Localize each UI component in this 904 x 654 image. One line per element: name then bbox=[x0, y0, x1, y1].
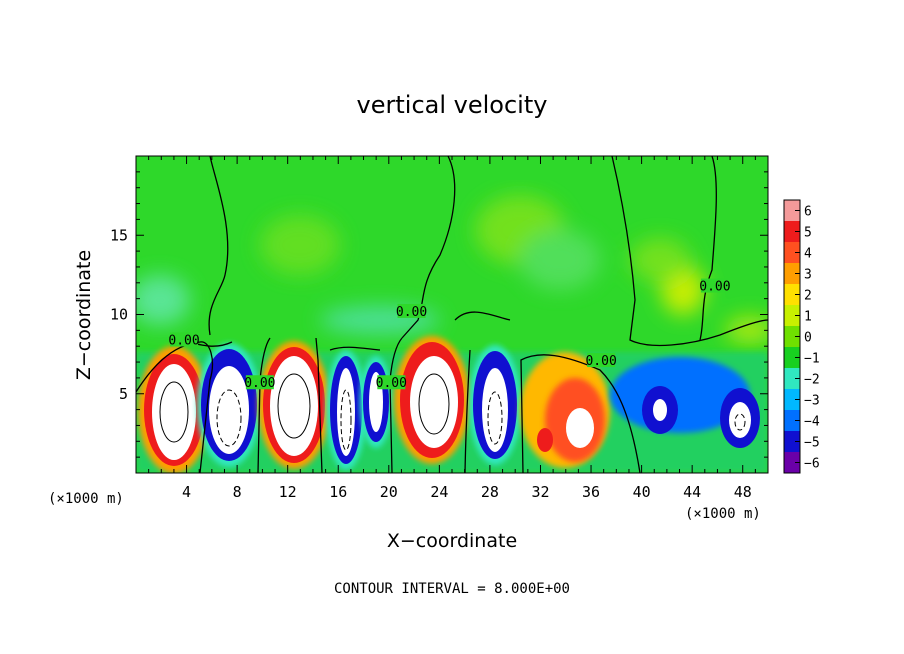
x-tick-label: 4 bbox=[182, 483, 191, 501]
contour-label-bg bbox=[397, 303, 426, 318]
up-cell-4 bbox=[520, 352, 610, 468]
x-tick-label: 48 bbox=[734, 483, 752, 501]
colorbar-tick-label: −1 bbox=[804, 352, 820, 367]
contour-label-bg bbox=[245, 375, 274, 390]
colorbar-tick-label: −2 bbox=[804, 373, 820, 388]
colorbar-tick-label: 6 bbox=[804, 205, 812, 220]
colorbar-tick-label: −6 bbox=[804, 457, 820, 472]
contour-label: 0.00 bbox=[244, 376, 275, 391]
contour-label: 0.00 bbox=[585, 354, 616, 369]
up-cell-2 bbox=[258, 341, 330, 469]
colorbar-swatch bbox=[784, 368, 800, 390]
x-tick-label: 32 bbox=[531, 483, 549, 501]
colorbar-tick-label: 2 bbox=[804, 289, 812, 304]
plot-area: 0.00 0.00 0.00 0.00 0.00 0.00 bbox=[136, 156, 768, 473]
contour-label: 0.00 bbox=[699, 280, 730, 295]
colorbar-swatch bbox=[784, 410, 800, 432]
contour-label: 0.00 bbox=[396, 305, 427, 320]
negative-contours bbox=[216, 389, 746, 451]
x-unit-label-right: (×1000 m) bbox=[685, 506, 761, 522]
x-tick-label: 40 bbox=[633, 483, 651, 501]
down-cell-3 bbox=[360, 356, 392, 448]
contour-label: 0.00 bbox=[168, 333, 199, 348]
colorbar-tick-label: 5 bbox=[804, 226, 812, 241]
colorbar-swatch bbox=[784, 284, 800, 306]
down-region bbox=[610, 357, 760, 448]
contour-label-bg bbox=[170, 332, 199, 347]
colorbar-tick-label: 1 bbox=[804, 310, 812, 325]
y-axis-label: Z−coordinate bbox=[73, 250, 95, 380]
colorbar-swatch bbox=[784, 221, 800, 243]
colorbar-swatch bbox=[784, 389, 800, 411]
colorbar-tick-label: 3 bbox=[804, 268, 812, 283]
x-unit-label-left: (×1000 m) bbox=[48, 491, 124, 507]
x-tick-label: 36 bbox=[582, 483, 600, 501]
y-tick-label: 15 bbox=[110, 226, 128, 244]
y-tick-label: 5 bbox=[119, 385, 128, 403]
down-cell-1 bbox=[197, 343, 261, 467]
colorbar-tick-label: −5 bbox=[804, 436, 820, 451]
contour-label-bg bbox=[377, 375, 406, 390]
x-tick-label: 28 bbox=[481, 483, 499, 501]
contour-label-bg bbox=[700, 278, 729, 293]
x-axis-label: X−coordinate bbox=[387, 530, 517, 552]
colorbar: 6 5 4 3 2 1 0 −1 −2 −3 −4 −5 −6 bbox=[783, 199, 820, 474]
colorbar-tick-label: 0 bbox=[804, 331, 812, 346]
x-tick-label: 8 bbox=[233, 483, 242, 501]
down-cell-2 bbox=[326, 350, 366, 470]
x-tick-label: 44 bbox=[683, 483, 701, 501]
up-cell-3 bbox=[394, 336, 470, 464]
contour-interval-footer: CONTOUR INTERVAL = 8.000E+00 bbox=[334, 581, 570, 597]
colorbar-tick-label: −4 bbox=[804, 415, 820, 430]
colorbar-swatch bbox=[784, 242, 800, 264]
colorbar-swatch bbox=[784, 305, 800, 327]
colorbar-swatch bbox=[784, 347, 800, 369]
contour-label-layer: 0.00 0.00 0.00 0.00 0.00 0.00 bbox=[168, 278, 731, 391]
up-cell-1 bbox=[138, 346, 210, 473]
colorbar-swatch bbox=[784, 431, 800, 453]
down-cell-4 bbox=[469, 345, 521, 465]
colorbar-tick-label: −3 bbox=[804, 394, 820, 409]
contour-label: 0.00 bbox=[376, 376, 407, 391]
chart-title: vertical velocity bbox=[357, 91, 548, 119]
colorbar-swatch bbox=[784, 452, 800, 474]
positive-contours bbox=[159, 373, 450, 443]
colorbar-swatch bbox=[784, 263, 800, 285]
colorbar-tick-label: 4 bbox=[804, 247, 812, 262]
x-tick-label: 12 bbox=[279, 483, 297, 501]
y-tick-label: 10 bbox=[110, 306, 128, 324]
x-tick-label: 16 bbox=[329, 483, 347, 501]
colorbar-swatch bbox=[784, 326, 800, 348]
colorbar-swatch bbox=[784, 200, 800, 222]
contour-label-bg bbox=[587, 353, 616, 368]
x-tick-label: 20 bbox=[380, 483, 398, 501]
x-tick-label: 24 bbox=[430, 483, 448, 501]
